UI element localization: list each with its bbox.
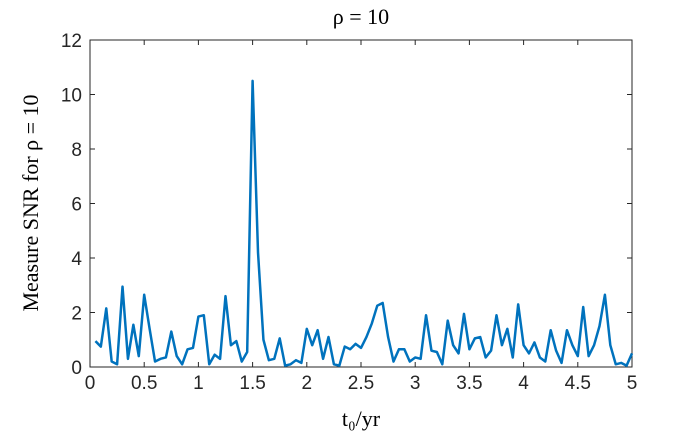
- x-tick-label: 2: [302, 373, 313, 394]
- y-tick-label: 0: [71, 358, 82, 379]
- y-tick-label: 10: [61, 86, 82, 107]
- x-tick-label: 4: [518, 373, 529, 394]
- plot-frame: [89, 39, 633, 368]
- y-axis-label: Measure SNR for ρ = 10: [18, 94, 43, 311]
- y-tick-label: 4: [71, 249, 82, 270]
- x-tick-label: 3: [410, 373, 421, 394]
- x-tick-label: 4.5: [565, 373, 591, 394]
- chart-title: ρ = 10: [333, 4, 389, 29]
- x-tick-label: 1.5: [239, 373, 265, 394]
- x-tick-label: 3.5: [456, 373, 482, 394]
- x-tick-label: 5: [627, 373, 638, 394]
- x-tick-label: 1: [193, 373, 204, 394]
- x-tick-label: 0.5: [131, 373, 157, 394]
- y-tick-label: 12: [61, 31, 82, 52]
- data-line: [94, 79, 634, 367]
- y-tick-label: 2: [71, 304, 82, 325]
- y-tick-label: 8: [71, 140, 82, 161]
- y-tick-label: 6: [71, 195, 82, 216]
- x-tick-label: 2.5: [348, 373, 374, 394]
- x-tick-label: 0: [85, 373, 96, 394]
- x-axis-label: t₀/yr: [342, 406, 381, 431]
